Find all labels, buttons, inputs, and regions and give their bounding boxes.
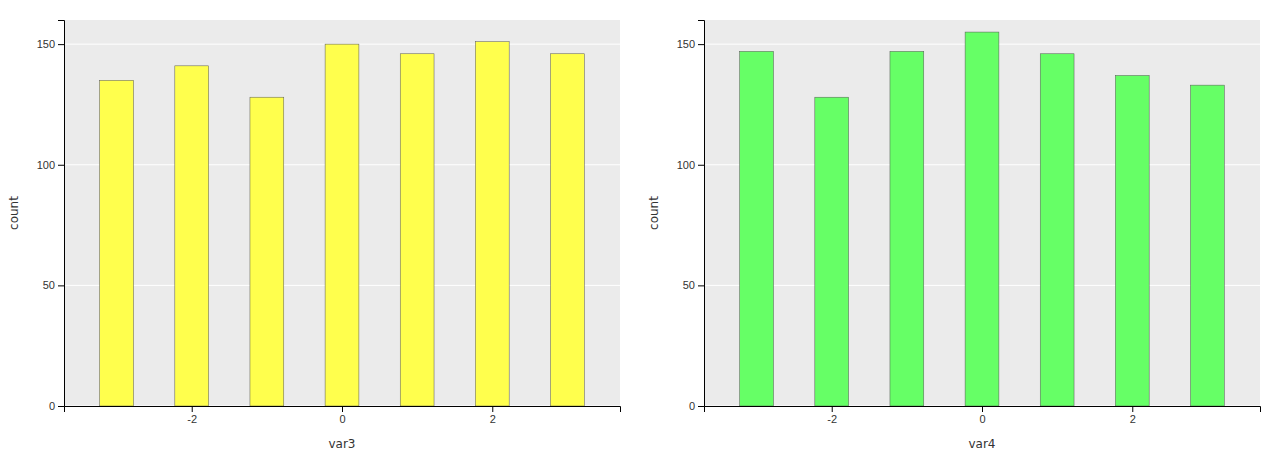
y-tick-mark (698, 44, 704, 45)
x-tick: -2 (187, 406, 197, 425)
bar (740, 51, 774, 406)
y-tick-mark (58, 44, 64, 45)
bar (815, 97, 849, 406)
y-axis: 0 50 100 150 (37, 21, 65, 413)
x-tick-mark (982, 406, 983, 412)
y-tick-label: 50 (683, 279, 695, 291)
y-tick-mark (698, 165, 704, 166)
y-tick-label: 100 (37, 159, 55, 171)
bar (1191, 85, 1225, 406)
y-tick: 0 (49, 400, 64, 412)
x-axis: -2 0 2 (705, 406, 1261, 425)
y-axis-title: count (7, 196, 21, 230)
y-tick-label: 100 (677, 159, 695, 171)
bars (740, 32, 1225, 406)
y-tick: 150 (37, 38, 64, 50)
bar (1115, 75, 1149, 406)
y-axis-line (698, 21, 705, 407)
y-tick: 50 (43, 279, 64, 291)
y-tick-label: 0 (689, 400, 695, 412)
y-tick: 100 (677, 159, 704, 171)
y-tick-label: 150 (677, 38, 695, 50)
y-tick-label: 50 (43, 279, 55, 291)
x-tick-label: 2 (490, 413, 496, 425)
bar (100, 80, 134, 406)
bar (965, 32, 999, 406)
x-tick-label: -2 (187, 413, 197, 425)
x-tick: 0 (339, 406, 345, 425)
y-tick-label: 150 (37, 38, 55, 50)
plot-background (64, 20, 620, 406)
x-axis-title: var4 (968, 437, 995, 451)
x-axis: -2 0 2 (65, 406, 621, 425)
bar (1040, 54, 1074, 406)
figure: -2 0 2 0 50 100 150 var3 count -2 0 2 0 50 100 150 var4 c… (0, 0, 1280, 462)
x-tick: -2 (827, 406, 837, 425)
x-tick: 2 (1130, 406, 1136, 425)
y-tick-mark (58, 285, 64, 286)
bars (100, 42, 585, 406)
y-tick-mark (698, 285, 704, 286)
bar (551, 54, 585, 406)
x-tick-mark (1132, 406, 1133, 412)
x-tick: 0 (979, 406, 985, 425)
x-tick-mark (492, 406, 493, 412)
x-tick-label: 0 (339, 413, 345, 425)
x-tick-mark (832, 406, 833, 412)
y-axis-title: count (647, 196, 661, 230)
y-tick: 150 (677, 38, 704, 50)
panel: -2 0 2 0 50 100 150 var3 count (7, 20, 621, 451)
x-tick-mark (342, 406, 343, 412)
bar (475, 42, 509, 406)
bar (400, 54, 434, 406)
y-tick: 0 (689, 400, 704, 412)
y-axis-line (58, 21, 65, 407)
y-tick-mark (58, 165, 64, 166)
y-tick-mark (698, 406, 704, 407)
x-tick-label: -2 (827, 413, 837, 425)
bar (325, 44, 359, 406)
y-tick: 100 (37, 159, 64, 171)
x-tick-label: 0 (979, 413, 985, 425)
x-axis-title: var3 (328, 437, 355, 451)
x-tick-label: 2 (1130, 413, 1136, 425)
bar (890, 51, 924, 406)
grid (64, 44, 620, 406)
y-tick-label: 0 (49, 400, 55, 412)
panel: -2 0 2 0 50 100 150 var4 count (647, 20, 1261, 451)
x-tick-mark (192, 406, 193, 412)
y-tick: 50 (683, 279, 704, 291)
x-axis-line (65, 407, 621, 413)
bar (175, 66, 209, 406)
y-axis: 0 50 100 150 (677, 21, 705, 413)
x-axis-line (705, 407, 1261, 413)
plot-background (704, 20, 1260, 406)
x-tick: 2 (490, 406, 496, 425)
bar (250, 97, 284, 406)
y-tick-mark (58, 406, 64, 407)
